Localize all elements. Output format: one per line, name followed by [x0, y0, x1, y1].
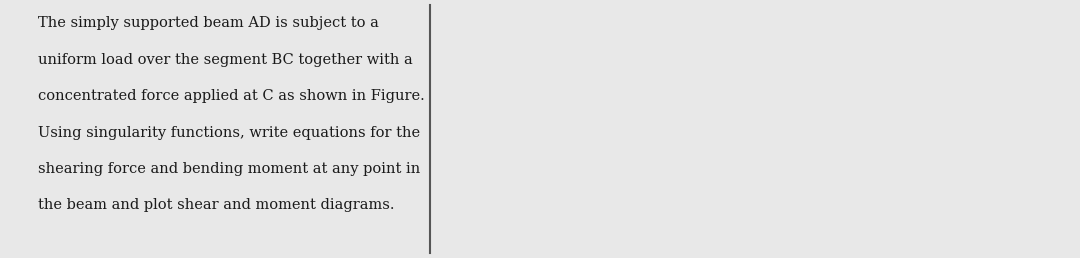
Text: Using singularity functions, write equations for the: Using singularity functions, write equat…	[38, 125, 420, 140]
Text: the beam and plot shear and moment diagrams.: the beam and plot shear and moment diagr…	[38, 198, 394, 213]
Text: The simply supported beam AD is subject to a: The simply supported beam AD is subject …	[38, 16, 379, 30]
Text: uniform load over the segment BC together with a: uniform load over the segment BC togethe…	[38, 52, 413, 67]
Text: concentrated force applied at C as shown in Figure.: concentrated force applied at C as shown…	[38, 89, 424, 103]
Text: shearing force and bending moment at any point in: shearing force and bending moment at any…	[38, 162, 420, 176]
